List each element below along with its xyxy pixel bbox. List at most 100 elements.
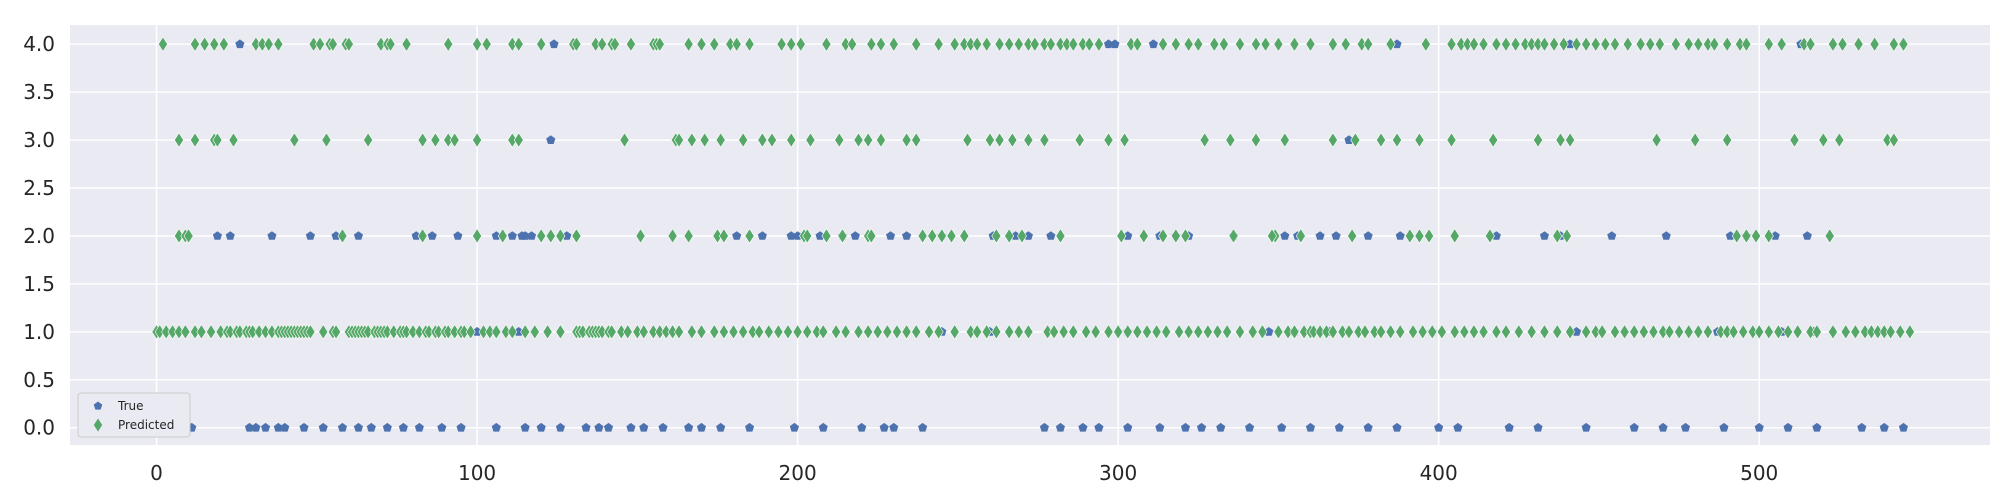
- predicted-point: [622, 324, 633, 340]
- true-point: [536, 422, 546, 432]
- predicted-point: [1222, 324, 1233, 340]
- true-point: [562, 231, 572, 240]
- predicted-point: [1376, 324, 1386, 340]
- predicted-point: [994, 36, 1005, 52]
- predicted-point: [683, 36, 694, 52]
- true-point: [555, 422, 565, 432]
- predicted-point: [1004, 36, 1015, 52]
- true-point: [366, 422, 376, 432]
- legend-predicted-swatch: [93, 418, 103, 432]
- predicted-point: [821, 36, 832, 52]
- legend-predicted-label: Predicted: [118, 418, 174, 432]
- true-point: [716, 422, 726, 432]
- predicted-point: [1132, 36, 1143, 52]
- predicted-point: [1347, 228, 1358, 244]
- predicted-point: [513, 132, 524, 148]
- true-point: [1434, 422, 1444, 432]
- true-point: [918, 422, 928, 432]
- predicted-point: [218, 36, 229, 52]
- predicted-point: [228, 132, 239, 148]
- predicted-point: [866, 36, 877, 52]
- true-point: [889, 422, 899, 432]
- predicted-point: [763, 324, 774, 340]
- predicted-point: [1218, 36, 1229, 52]
- predicted-point: [1709, 36, 1720, 52]
- predicted-point: [1225, 132, 1236, 148]
- predicted-point: [1417, 324, 1428, 340]
- y-axis: 0.0 0.5 1.0 1.5 2.0 2.5 3.0 3.5 4.0: [23, 32, 55, 440]
- predicted-point: [385, 36, 396, 52]
- predicted-point: [1161, 324, 1172, 340]
- predicted-point: [1446, 132, 1457, 148]
- predicted-point: [831, 324, 842, 340]
- predicted-point: [1824, 228, 1835, 244]
- predicted-point: [497, 228, 508, 244]
- predicted-point: [1674, 324, 1685, 340]
- true-point: [235, 39, 245, 49]
- true-point: [1658, 422, 1668, 432]
- predicted-point: [1029, 36, 1040, 52]
- predicted-point: [635, 228, 646, 244]
- predicted-point: [686, 132, 697, 148]
- predicted-point: [401, 36, 412, 52]
- predicted-point: [542, 324, 553, 340]
- predicted-point: [805, 132, 816, 148]
- predicted-point: [1722, 132, 1733, 148]
- predicted-point: [1619, 324, 1630, 340]
- true-point: [757, 231, 767, 240]
- true-point: [1533, 422, 1543, 432]
- true-point: [1046, 231, 1056, 240]
- predicted-point: [1045, 36, 1056, 52]
- predicted-point: [696, 36, 707, 52]
- true-point: [273, 422, 283, 432]
- legend: True Predicted: [77, 392, 191, 438]
- predicted-point: [1904, 324, 1915, 340]
- legend-true-label: True: [117, 399, 144, 413]
- predicted-point: [1068, 36, 1079, 52]
- predicted-point: [1074, 132, 1085, 148]
- predicted-point: [180, 324, 191, 340]
- predicted-point: [305, 324, 316, 340]
- true-point: [1898, 422, 1908, 432]
- predicted-point: [1693, 324, 1704, 340]
- true-point: [793, 231, 803, 240]
- predicted-point: [1840, 324, 1851, 340]
- y-tick-label: 1.5: [23, 272, 55, 296]
- predicted-point: [674, 324, 684, 340]
- predicted-point: [1023, 324, 1034, 340]
- predicted-point: [1343, 324, 1354, 340]
- y-tick-label: 3.5: [23, 80, 55, 104]
- predicted-point: [1013, 36, 1024, 52]
- predicted-point: [1183, 36, 1194, 52]
- true-point: [453, 231, 463, 240]
- predicted-point: [1209, 36, 1220, 52]
- predicted-point: [1360, 324, 1370, 340]
- predicted-point: [1247, 324, 1258, 340]
- predicted-point: [1090, 324, 1101, 340]
- true-point: [1571, 327, 1582, 336]
- predicted-point: [1683, 324, 1694, 340]
- predicted-point: [571, 36, 582, 52]
- predicted-point: [1468, 324, 1479, 340]
- predicted-point: [1260, 36, 1271, 52]
- predicted-point: [1103, 132, 1114, 148]
- predicted-point: [853, 132, 864, 148]
- true-point: [1277, 422, 1287, 432]
- true-point: [1078, 422, 1088, 432]
- predicted-point: [1257, 324, 1268, 340]
- true-point: [1264, 327, 1274, 336]
- predicted-point: [1193, 36, 1204, 52]
- predicted-point: [157, 36, 168, 52]
- predicted-point: [491, 324, 502, 340]
- predicted-point: [1017, 228, 1027, 244]
- predicted-point: [555, 228, 566, 244]
- predicted-point: [715, 132, 726, 148]
- predicted-point: [1552, 324, 1563, 340]
- predicted-point: [1142, 324, 1152, 340]
- predicted-point: [481, 36, 492, 52]
- predicted-point: [327, 36, 338, 52]
- predicted-point: [821, 228, 832, 244]
- predicted-point: [1751, 228, 1761, 244]
- predicted-point: [1590, 36, 1601, 52]
- predicted-point: [190, 36, 200, 52]
